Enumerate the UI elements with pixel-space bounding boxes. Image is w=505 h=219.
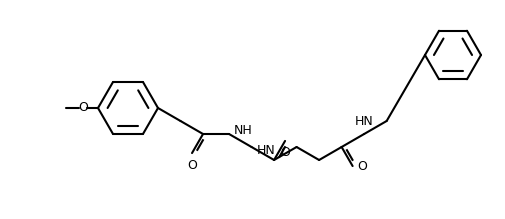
Text: O: O xyxy=(78,101,88,115)
Text: O: O xyxy=(357,160,367,173)
Text: HN: HN xyxy=(256,143,275,157)
Text: NH: NH xyxy=(234,124,252,138)
Text: HN: HN xyxy=(354,115,373,128)
Text: O: O xyxy=(280,146,289,159)
Text: O: O xyxy=(187,159,196,172)
